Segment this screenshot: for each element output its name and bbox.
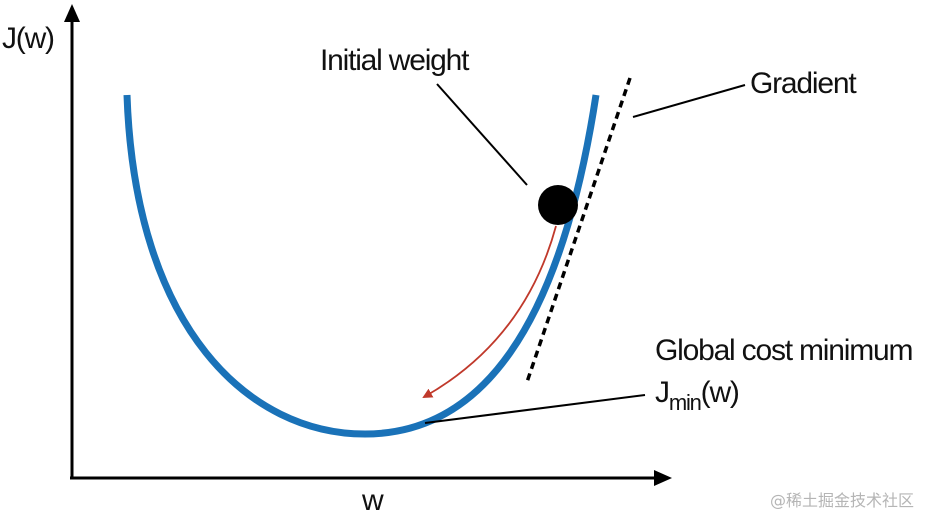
global-minimum-label: Global cost minimum [655, 334, 912, 367]
jmin-base: J [655, 376, 669, 409]
leader-line [632, 84, 746, 118]
leader-line [424, 394, 646, 424]
gradient-label: Gradient [750, 67, 857, 100]
initial-weight-label: Initial weight [320, 44, 470, 77]
x-axis-arrow [654, 470, 672, 486]
gradient-tangent [525, 77, 632, 383]
jmin-subscript: min [669, 390, 701, 415]
y-axis-label: J(w) [2, 22, 54, 55]
jmin-suffix: (w) [701, 376, 739, 409]
descent-arrow [422, 225, 557, 398]
watermark: @稀土掘金技术社区 [770, 491, 914, 510]
y-axis-arrow [64, 4, 80, 22]
cost-curve [123, 94, 600, 438]
x-axis-label: w [361, 484, 384, 517]
leader-line [436, 83, 528, 186]
jmin-label: Jmin(w) [655, 376, 739, 415]
initial-weight-point [538, 185, 578, 225]
